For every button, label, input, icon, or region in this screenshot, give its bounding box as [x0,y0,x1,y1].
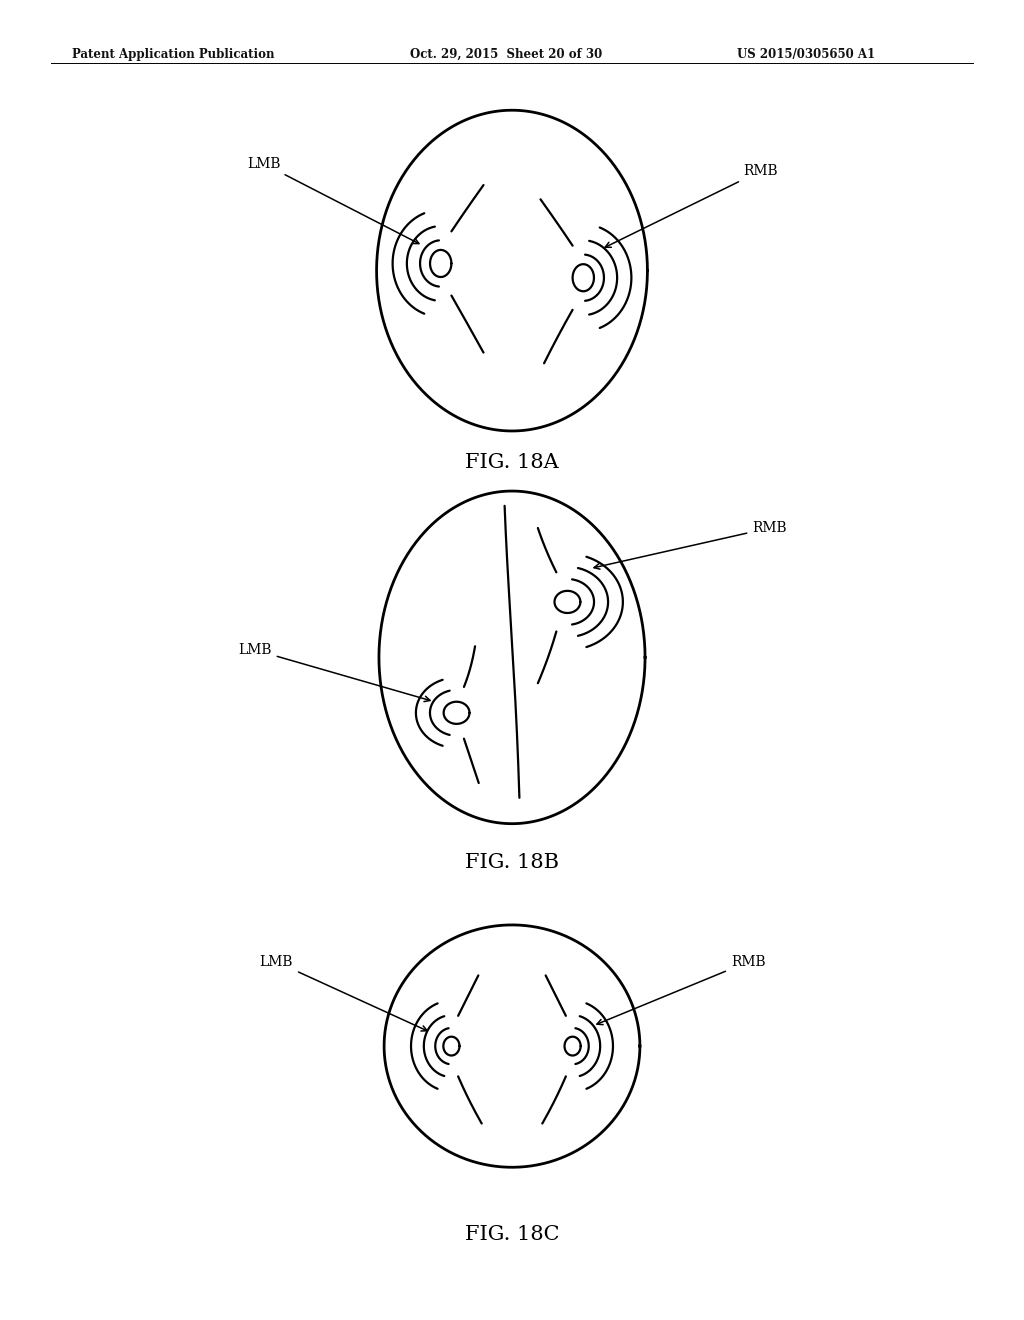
Text: RMB: RMB [594,521,786,569]
Text: Oct. 29, 2015  Sheet 20 of 30: Oct. 29, 2015 Sheet 20 of 30 [410,48,602,61]
Text: LMB: LMB [247,157,419,244]
Text: FIG. 18C: FIG. 18C [465,1225,559,1243]
Text: FIG. 18A: FIG. 18A [465,453,559,471]
Text: FIG. 18B: FIG. 18B [465,853,559,871]
Text: LMB: LMB [260,954,427,1031]
Text: RMB: RMB [605,164,778,247]
Text: LMB: LMB [239,643,430,702]
Text: US 2015/0305650 A1: US 2015/0305650 A1 [737,48,876,61]
Text: Patent Application Publication: Patent Application Publication [72,48,274,61]
Text: RMB: RMB [597,954,765,1024]
